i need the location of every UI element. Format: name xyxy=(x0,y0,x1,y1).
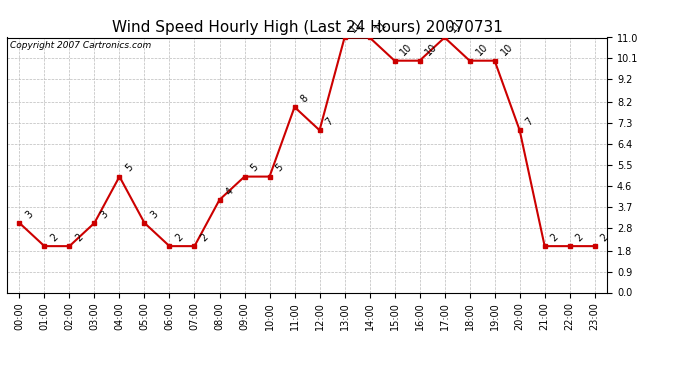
Text: 11: 11 xyxy=(348,19,364,35)
Text: 2: 2 xyxy=(549,232,560,243)
Text: 10: 10 xyxy=(399,42,415,58)
Text: 10: 10 xyxy=(499,42,515,58)
Text: 5: 5 xyxy=(274,162,285,174)
Text: 2: 2 xyxy=(74,232,85,243)
Text: 10: 10 xyxy=(474,42,489,58)
Text: 7: 7 xyxy=(324,116,335,128)
Text: 11: 11 xyxy=(448,19,464,35)
Text: 10: 10 xyxy=(424,42,440,58)
Text: 5: 5 xyxy=(248,162,260,174)
Title: Wind Speed Hourly High (Last 24 Hours) 20070731: Wind Speed Hourly High (Last 24 Hours) 2… xyxy=(112,20,502,35)
Text: 3: 3 xyxy=(99,209,110,220)
Text: Copyright 2007 Cartronics.com: Copyright 2007 Cartronics.com xyxy=(10,41,151,50)
Text: 2: 2 xyxy=(48,232,60,243)
Text: 2: 2 xyxy=(174,232,185,243)
Text: 5: 5 xyxy=(124,162,135,174)
Text: 2: 2 xyxy=(199,232,210,243)
Text: 7: 7 xyxy=(524,116,535,128)
Text: 3: 3 xyxy=(148,209,160,220)
Text: 2: 2 xyxy=(574,232,585,243)
Text: 11: 11 xyxy=(374,19,389,35)
Text: 8: 8 xyxy=(299,93,310,104)
Text: 4: 4 xyxy=(224,186,235,197)
Text: 3: 3 xyxy=(23,209,35,220)
Text: 2: 2 xyxy=(599,232,611,243)
